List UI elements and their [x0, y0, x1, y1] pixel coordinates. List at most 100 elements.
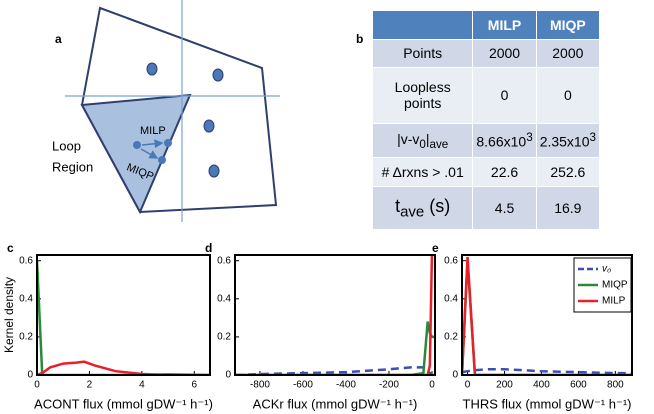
x-tick-label: 2: [87, 380, 93, 391]
feasible-region: [80, 6, 278, 214]
arrow: [140, 148, 159, 159]
series-line: [37, 360, 210, 375]
x-tick-label: -400: [336, 380, 356, 391]
results-table: MILP MIQP Points 2000 2000 Loopless points 0 0 |…: [371, 10, 601, 231]
table-cell: 252.6: [535, 157, 601, 187]
loop-region: [80, 93, 192, 215]
table-cell: 2.35x103: [535, 122, 601, 159]
cell-text: 2000: [488, 45, 521, 62]
y-tick-label: 0.2: [19, 332, 33, 343]
row-label: Points: [371, 38, 474, 69]
charts: c Kernel density ACONT flux (mmol gDW⁻¹ h⁻…: [2, 241, 633, 411]
script-text: 3: [526, 131, 533, 145]
x-tick-label: 6: [191, 380, 197, 391]
y-tick-label: 0.4: [444, 293, 458, 304]
plot-frame: [461, 254, 633, 376]
y-axis-label: Kernel density: [2, 277, 16, 353]
cell-text: 2.35x10: [539, 133, 590, 150]
cell-text: 4.5: [494, 199, 515, 216]
header-cell: MIQP: [535, 10, 601, 40]
cell-text: |: [425, 130, 430, 147]
row-label: tave (s): [371, 185, 474, 231]
header-cell: MILP: [472, 10, 537, 40]
legend-label: v₀: [602, 264, 611, 275]
x-tick-label: 200: [496, 380, 513, 391]
panel-label: d: [205, 241, 212, 255]
milp-label: MILP: [140, 125, 166, 137]
y-tick-label: 0.6: [217, 255, 231, 266]
x-tick-label: 400: [533, 380, 550, 391]
cell-text: 8.66x10: [476, 133, 527, 150]
table-cell: 2000: [472, 38, 537, 69]
x-tick-label: 0: [34, 380, 40, 391]
solution-points: [133, 139, 172, 164]
series-line: [235, 255, 434, 375]
x-tick-label: -600: [293, 380, 313, 391]
x-tick-label: 800: [607, 380, 624, 391]
region-label: Region: [52, 159, 93, 174]
cell-text: 2000: [552, 45, 584, 62]
plot-frame: [234, 254, 436, 376]
cell-text: t: [395, 195, 401, 216]
x-tick-label: 0: [465, 380, 471, 391]
x-tick-label: 600: [570, 380, 587, 391]
cell-text: Loopless points: [394, 79, 451, 112]
legend-label: MILP: [602, 296, 626, 307]
y-tick-label: 0.2: [217, 332, 231, 343]
y-tick-label: 0.6: [19, 255, 33, 266]
cell-text: 252.6: [550, 164, 586, 181]
cell-text: # Δrxns > .01: [381, 164, 464, 181]
y-tick-label: 0: [27, 370, 33, 381]
panel-label: a: [55, 32, 62, 46]
script-text: ave: [400, 203, 425, 221]
table-cell: 0: [472, 67, 537, 124]
series-line: [462, 368, 632, 375]
arrow: [141, 139, 164, 149]
table-row: tave (s) 4.5 16.9: [371, 185, 601, 231]
header-row: MILP MIQP: [371, 10, 601, 40]
panel-label: c: [7, 241, 14, 255]
row-label: # Δrxns > .01: [371, 157, 474, 187]
cell-text: |v-v: [397, 130, 420, 147]
cell-text: 0: [500, 87, 509, 104]
x-tick-label: -800: [250, 380, 270, 391]
x-axis-label: ACONT flux (mmol gDW⁻¹ h⁻¹): [34, 396, 213, 411]
table-row: |v-v0|ave 8.66x103 2.35x103: [371, 122, 601, 159]
y-tick-label: 0: [452, 370, 458, 381]
script-text: 3: [589, 131, 596, 145]
table-cell: 16.9: [535, 185, 601, 231]
row-label: Loopless points: [371, 67, 474, 124]
panel-label: e: [432, 241, 439, 255]
table-row: Loopless points 0 0: [371, 67, 601, 124]
cell-text: 16.9: [554, 199, 582, 216]
region-label: Loop: [52, 138, 81, 153]
series-line: [37, 260, 210, 375]
x-axis-label: THRS flux (mmol gDW⁻¹ h⁻¹): [463, 396, 632, 411]
diagram: a MILP MIQP Loop Region: [52, 0, 280, 222]
x-tick-label: -200: [379, 380, 399, 391]
cell-text: Points: [403, 45, 443, 62]
x-tick-label: 4: [139, 380, 145, 391]
x-axis-label: ACKr flux (mmol gDW⁻¹ h⁻¹): [253, 396, 418, 411]
x-tick-label: 0: [429, 380, 435, 391]
table-row: Points 2000 2000: [371, 38, 601, 69]
header-cell: [371, 10, 474, 40]
cell-text: 0: [563, 87, 572, 104]
y-tick-label: 0: [225, 370, 231, 381]
table-cell: 2000: [535, 38, 601, 69]
table-cell: 22.6: [472, 157, 537, 187]
row-label: |v-v0|ave: [371, 122, 474, 159]
table-cell: 8.66x103: [472, 122, 537, 159]
table-cell: 4.5: [472, 185, 537, 231]
cell-text: (s): [424, 195, 451, 216]
cell-text: 22.6: [490, 164, 519, 181]
series-line: [235, 366, 435, 375]
table-row: # Δrxns > .01 22.6 252.6: [371, 157, 601, 187]
series-line: [462, 256, 632, 375]
points: [146, 62, 224, 178]
table-cell: 0: [535, 67, 601, 124]
script-text: 0: [419, 137, 426, 151]
script-text: ave: [429, 137, 449, 151]
panel-label: b: [356, 32, 363, 46]
y-tick-label: 0.4: [19, 293, 33, 304]
